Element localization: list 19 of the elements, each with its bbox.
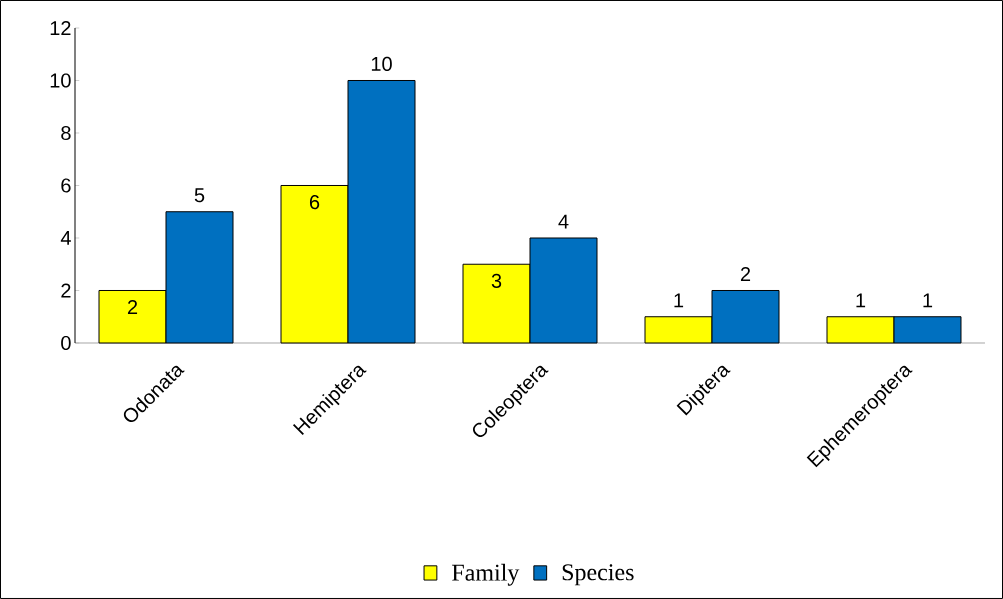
legend-label: Family xyxy=(452,563,520,586)
data-label: 2 xyxy=(127,300,138,314)
data-label: 1 xyxy=(923,293,933,308)
legend-label: Species xyxy=(562,564,634,586)
y-tick-label: 0 xyxy=(61,335,71,351)
y-tick-label: 12 xyxy=(50,21,71,35)
data-label: 4 xyxy=(558,214,569,229)
data-label: 6 xyxy=(309,195,320,210)
data-label: 5 xyxy=(194,188,205,203)
data-label: 2 xyxy=(740,267,751,281)
y-tick-label: 10 xyxy=(50,73,71,88)
y-tick-label: 6 xyxy=(61,178,71,193)
y-tick-label: 2 xyxy=(61,283,71,298)
data-label: 1 xyxy=(674,293,684,308)
data-label: 10 xyxy=(371,56,392,71)
data-label: 1 xyxy=(856,293,866,308)
data-label: 3 xyxy=(491,273,502,288)
y-tick-label: 8 xyxy=(61,125,71,141)
y-tick-label: 4 xyxy=(60,231,71,245)
